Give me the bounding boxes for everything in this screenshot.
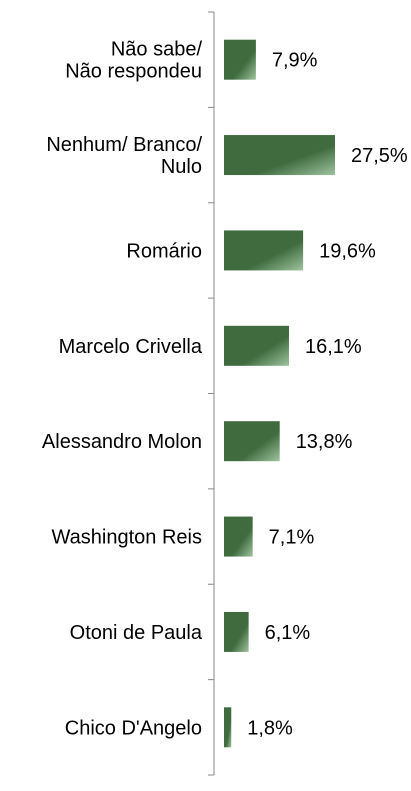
value-label: 13,8% [296,431,353,453]
bar [224,516,253,557]
value-label: 6,1% [265,622,311,644]
bar [224,611,249,652]
bar [224,230,304,271]
bar [224,135,335,176]
bar [224,325,289,366]
category-label: Alessandro Molon [42,431,202,453]
value-label: 19,6% [319,240,376,262]
category-label: Nulo [161,156,202,178]
category-label: Romário [126,240,202,262]
category-label: Otoni de Paula [70,622,203,644]
bar [224,707,232,748]
bar [224,39,256,80]
category-label: Washington Reis [52,527,202,549]
value-label: 7,1% [269,527,315,549]
bar [224,421,280,462]
category-label: Nenhum/ Branco/ [46,134,202,156]
category-label: Chico D'Angelo [65,717,202,739]
category-label: Não sabe/ [111,39,203,61]
category-label: Não respondeu [65,61,202,83]
value-label: 27,5% [351,145,408,167]
value-label: 1,8% [247,717,293,739]
value-label: 16,1% [305,336,362,358]
value-label: 7,9% [272,50,318,72]
category-label: Marcelo Crivella [59,336,203,358]
